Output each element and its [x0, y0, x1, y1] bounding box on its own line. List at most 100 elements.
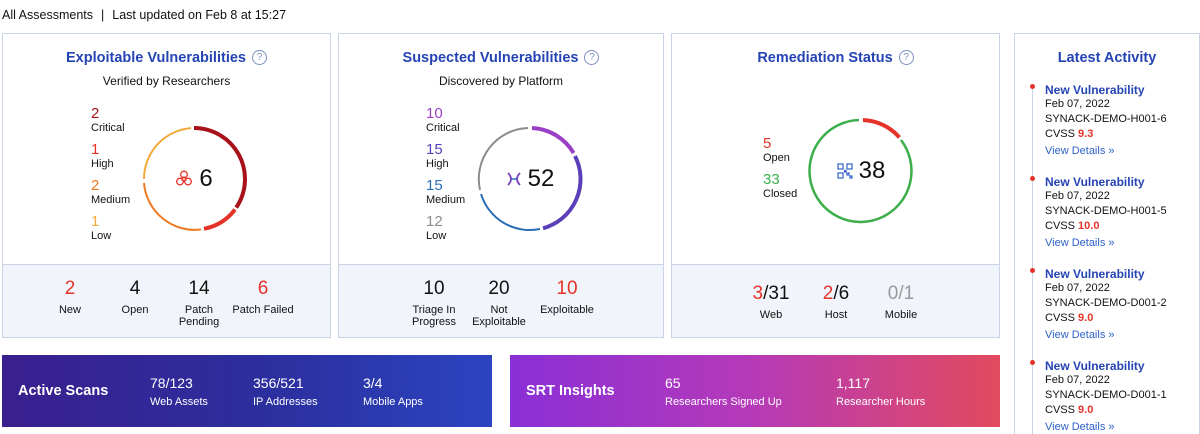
- exploitable-donut-chart[interactable]: [139, 124, 249, 234]
- legend-value: 1: [91, 213, 100, 230]
- cvss-label: CVSS: [1045, 128, 1075, 140]
- view-details-link[interactable]: View Details »: [1045, 145, 1115, 157]
- activity-cvss: CVSS 9.0: [1045, 311, 1195, 326]
- donut-segment-low[interactable]: [477, 127, 529, 191]
- activity-heading[interactable]: New Vulnerability: [1045, 359, 1145, 373]
- exploitable-vulnerabilities-card: Exploitable Vulnerabilities? Verified by…: [2, 33, 331, 338]
- activity-heading[interactable]: New Vulnerability: [1045, 83, 1145, 97]
- activity-date: Feb 07, 2022: [1045, 190, 1110, 202]
- donut-segment-medium[interactable]: [143, 182, 202, 231]
- legend-item-open[interactable]: 5 Open: [763, 136, 797, 165]
- stat-caption: Patch Failed: [232, 304, 294, 316]
- suspected-stats-panel: 10 Triage In Progress 20 Not Exploitable 1…: [339, 264, 663, 337]
- legend-item-low[interactable]: 12 Low: [426, 214, 465, 243]
- stat-patch-failed[interactable]: 6 Patch Failed: [228, 278, 298, 316]
- stat-patch-pending[interactable]: 14 Patch Pending: [164, 278, 234, 328]
- stat-value-group: 0/1: [866, 283, 936, 305]
- activity-cvss: CVSS 9.3: [1045, 127, 1195, 142]
- donut-segment-open[interactable]: [862, 118, 901, 139]
- suspected-subtitle: Discovered by Platform: [438, 74, 564, 88]
- cvss-label: CVSS: [1045, 220, 1075, 232]
- suspected-donut-center: 52: [475, 124, 585, 234]
- help-icon[interactable]: ?: [898, 50, 914, 65]
- stat-not-exploitable[interactable]: 20 Not Exploitable: [464, 278, 534, 328]
- activity-item: New Vulnerability Feb 07, 2022 SYNACK-DE…: [1030, 175, 1195, 249]
- srt-insights-title: SRT Insights: [526, 383, 615, 399]
- stat-host[interactable]: 2/6 Host: [801, 283, 871, 321]
- metric-value: 78/123: [150, 375, 193, 391]
- metric-caption: Researcher Hours: [836, 396, 926, 408]
- exploitable-title-row: Exploitable Vulnerabilities?: [3, 50, 330, 66]
- stat-mobile[interactable]: 0/1 Mobile: [866, 283, 936, 321]
- legend-item-medium[interactable]: 15 Medium: [426, 178, 465, 207]
- metric-web-assets[interactable]: 78/123 Web Assets: [150, 375, 208, 408]
- stat-value: 0: [887, 283, 899, 304]
- metric-researcher-hours[interactable]: 1,117 Researcher Hours: [836, 375, 925, 408]
- legend-item-low[interactable]: 1 Low: [91, 214, 130, 243]
- stat-open[interactable]: 4 Open: [100, 278, 170, 316]
- remediation-total: 38: [858, 157, 886, 184]
- donut-segment-critical[interactable]: [531, 126, 576, 155]
- metric-caption: IP Addresses: [253, 396, 318, 408]
- metric-value: 356/521: [253, 375, 304, 391]
- metric-researchers-signed-up[interactable]: 65 Researchers Signed Up: [665, 375, 782, 408]
- stat-total: /31: [763, 283, 790, 304]
- suspected-donut-chart[interactable]: [475, 124, 585, 234]
- donut-segment-high[interactable]: [203, 208, 237, 231]
- stat-exploitable[interactable]: 10 Exploitable: [532, 278, 602, 316]
- legend-item-high[interactable]: 15 High: [426, 142, 465, 171]
- remediation-legend: 5 Open 33 Closed: [763, 136, 797, 208]
- metric-mobile-apps[interactable]: 3/4 Mobile Apps: [363, 375, 423, 408]
- activity-heading[interactable]: New Vulnerability: [1045, 267, 1145, 281]
- legend-value: 15: [426, 177, 443, 194]
- stat-value: 10: [423, 278, 445, 299]
- help-icon[interactable]: ?: [251, 50, 267, 65]
- stat-value: 14: [188, 278, 210, 299]
- stat-web[interactable]: 3/31 Web: [736, 283, 806, 321]
- legend-value: 5: [763, 135, 772, 152]
- stat-value-group: 2/6: [801, 283, 871, 305]
- help-icon[interactable]: ?: [584, 50, 600, 65]
- legend-item-critical[interactable]: 2 Critical: [91, 106, 130, 135]
- metric-value: 3/4: [363, 375, 383, 391]
- legend-label: Low: [426, 230, 447, 242]
- donut-segment-medium[interactable]: [480, 193, 541, 232]
- activity-heading[interactable]: New Vulnerability: [1045, 175, 1145, 189]
- qr-grid-icon: [837, 163, 853, 179]
- metric-caption: Mobile Apps: [363, 396, 423, 408]
- srt-insights-banner[interactable]: SRT Insights 65 Researchers Signed Up 1,1…: [510, 355, 1000, 427]
- donut-segment-low[interactable]: [142, 127, 192, 180]
- suspected-title-row: Suspected Vulnerabilities?: [339, 50, 663, 66]
- stat-caption: Web: [759, 309, 783, 321]
- activity-id: SYNACK-DEMO-D001-2: [1045, 297, 1167, 309]
- legend-label: Medium: [91, 194, 131, 206]
- legend-item-high[interactable]: 1 High: [91, 142, 130, 171]
- donut-segment-critical[interactable]: [193, 126, 247, 209]
- view-details-link[interactable]: View Details »: [1045, 329, 1115, 341]
- last-updated-text: Last updated on Feb 8 at 15:27: [112, 8, 287, 22]
- stat-caption: New: [58, 304, 81, 316]
- donut-segment-closed[interactable]: [808, 118, 913, 224]
- stat-caption: Host: [824, 309, 848, 321]
- assessment-scope[interactable]: All Assessments: [2, 8, 94, 22]
- stat-triage-in-progress[interactable]: 10 Triage In Progress: [399, 278, 469, 328]
- activity-cvss: CVSS 9.0: [1045, 403, 1195, 418]
- stat-value: 10: [556, 278, 578, 299]
- legend-item-medium[interactable]: 2 Medium: [91, 178, 130, 207]
- header-separator: |: [101, 8, 105, 22]
- hourglass-icon: [506, 171, 522, 187]
- donut-segment-high[interactable]: [542, 155, 583, 231]
- remediation-title-row: Remediation Status?: [672, 50, 999, 66]
- stat-total: /6: [833, 283, 850, 304]
- stat-new[interactable]: 2 New: [35, 278, 105, 316]
- active-scans-banner[interactable]: Active Scans 78/123 Web Assets 356/521 IP …: [2, 355, 492, 427]
- stat-value: 20: [488, 278, 510, 299]
- remediation-donut-chart[interactable]: [806, 116, 916, 226]
- legend-item-closed[interactable]: 33 Closed: [763, 172, 797, 201]
- view-details-link[interactable]: View Details »: [1045, 421, 1115, 433]
- metric-ip-addresses[interactable]: 356/521 IP Addresses: [253, 375, 318, 408]
- view-details-link[interactable]: View Details »: [1045, 237, 1115, 249]
- legend-item-critical[interactable]: 10 Critical: [426, 106, 465, 135]
- stat-caption: Not Exploitable: [472, 304, 526, 328]
- exploitable-title: Exploitable Vulnerabilities: [66, 50, 246, 66]
